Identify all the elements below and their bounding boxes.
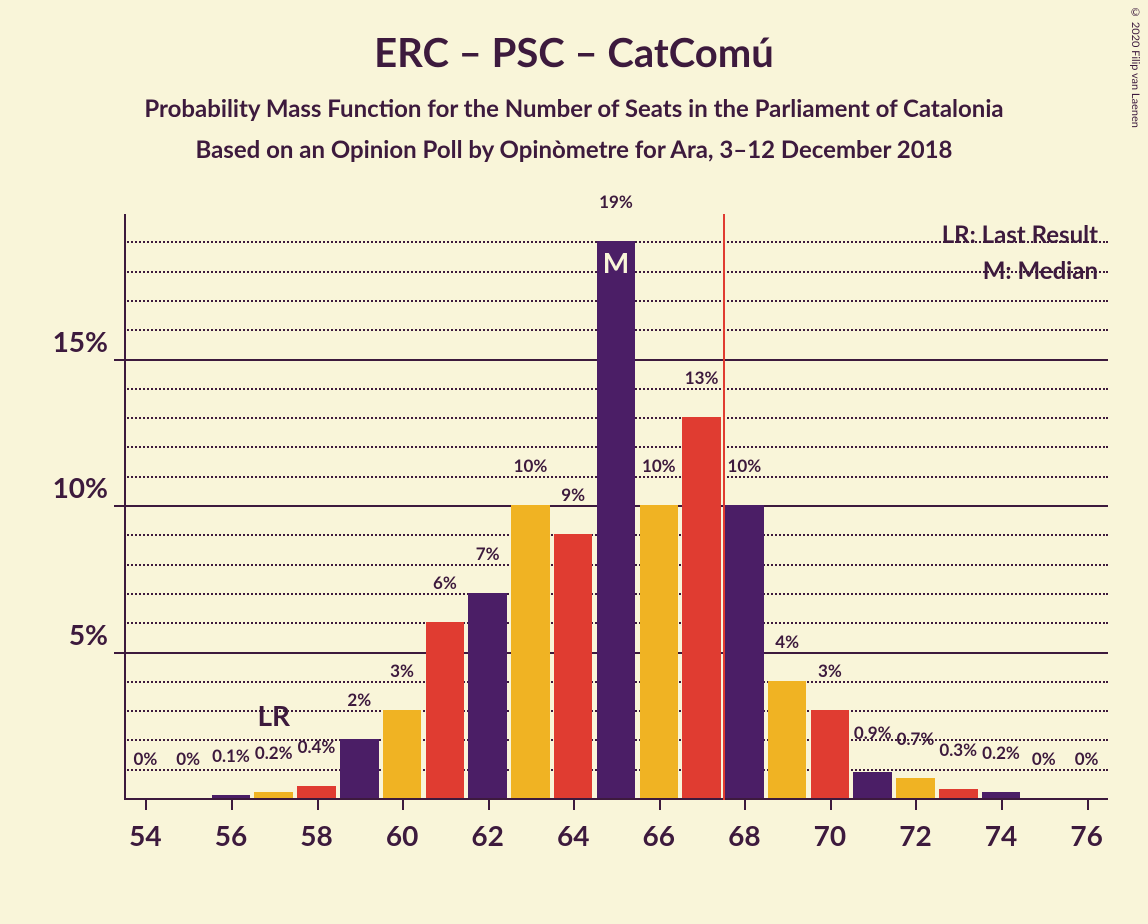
bar-value-label: 0% xyxy=(133,748,157,773)
bar xyxy=(297,786,336,798)
x-tick-mark xyxy=(915,800,917,810)
bar xyxy=(682,417,721,798)
x-tick-mark xyxy=(1001,800,1003,810)
y-tick-mark xyxy=(114,505,124,507)
x-tick-mark xyxy=(488,800,490,810)
plot-area: LR: Last Result M: Median 5%10%15%545658… xyxy=(124,214,1108,800)
x-tick-label: 56 xyxy=(215,818,247,852)
bar-value-label: 6% xyxy=(433,572,457,597)
x-axis xyxy=(124,798,1108,800)
bar xyxy=(811,710,850,798)
x-tick-label: 72 xyxy=(899,818,931,852)
bar-value-label: 7% xyxy=(476,543,500,568)
x-tick-label: 76 xyxy=(1070,818,1102,852)
marker-last-result: LR xyxy=(257,698,290,734)
bar xyxy=(725,505,764,798)
x-tick-label: 60 xyxy=(386,818,418,852)
x-tick-mark xyxy=(231,800,233,810)
x-tick-mark xyxy=(145,800,147,810)
bar-value-label: 0.2% xyxy=(982,742,1020,767)
bar xyxy=(426,622,465,798)
bar-value-label: 3% xyxy=(818,660,842,685)
bar-value-label: 0.1% xyxy=(212,745,250,770)
bar-value-label: 10% xyxy=(642,455,676,480)
bar-value-label: 10% xyxy=(514,455,548,480)
bar-value-label: 0% xyxy=(1032,748,1056,773)
bar xyxy=(853,772,892,798)
bar xyxy=(383,710,422,798)
bar xyxy=(254,792,293,798)
x-tick-label: 62 xyxy=(471,818,503,852)
bar-value-label: 13% xyxy=(685,367,719,392)
x-tick-label: 68 xyxy=(728,818,760,852)
bar xyxy=(896,778,935,799)
majority-threshold-line xyxy=(723,214,725,800)
bar-value-label: 0.9% xyxy=(854,722,892,747)
bar-value-label: 0% xyxy=(1075,748,1099,773)
y-tick-mark xyxy=(114,359,124,361)
bar-value-label: 0.7% xyxy=(897,728,935,753)
bar-value-label: 0% xyxy=(176,748,200,773)
bar xyxy=(939,789,978,798)
bar-value-label: 3% xyxy=(390,660,414,685)
bar xyxy=(554,534,593,798)
bar-value-label: 0.2% xyxy=(255,742,293,767)
bar xyxy=(468,593,507,798)
legend-lr: LR: Last Result xyxy=(942,220,1098,249)
chart-subtitle-2: Based on an Opinion Poll by Opinòmetre f… xyxy=(0,123,1148,164)
bar-value-label: 4% xyxy=(775,631,799,656)
chart-subtitle-1: Probability Mass Function for the Number… xyxy=(0,76,1148,123)
y-tick-label: 10% xyxy=(0,470,108,504)
bar xyxy=(768,681,807,798)
bar-value-label: 0.4% xyxy=(298,736,336,761)
copyright-text: © 2020 Filip van Laenen xyxy=(1129,6,1142,128)
bar xyxy=(982,792,1021,798)
bar xyxy=(597,241,636,798)
bar xyxy=(511,505,550,798)
x-tick-mark xyxy=(659,800,661,810)
x-tick-label: 66 xyxy=(643,818,675,852)
bar xyxy=(340,739,379,798)
x-tick-mark xyxy=(830,800,832,810)
x-tick-label: 58 xyxy=(300,818,332,852)
bar-value-label: 9% xyxy=(561,484,585,509)
x-tick-label: 64 xyxy=(557,818,589,852)
x-tick-mark xyxy=(402,800,404,810)
bar xyxy=(640,505,679,798)
bar xyxy=(212,795,251,798)
x-tick-mark xyxy=(744,800,746,810)
x-tick-mark xyxy=(317,800,319,810)
bar-value-label: 10% xyxy=(728,455,762,480)
x-tick-mark xyxy=(1087,800,1089,810)
x-tick-mark xyxy=(573,800,575,810)
y-tick-label: 5% xyxy=(0,617,108,651)
y-tick-mark xyxy=(114,652,124,654)
chart-title: ERC – PSC – CatComú xyxy=(0,0,1148,76)
bar-value-label: 2% xyxy=(347,689,371,714)
x-tick-label: 70 xyxy=(814,818,846,852)
x-tick-label: 54 xyxy=(129,818,161,852)
y-tick-label: 15% xyxy=(0,324,108,358)
bar-value-label: 0.3% xyxy=(939,739,977,764)
x-tick-label: 74 xyxy=(985,818,1017,852)
bar-value-label: 19% xyxy=(599,191,633,216)
marker-median: M xyxy=(603,245,629,279)
